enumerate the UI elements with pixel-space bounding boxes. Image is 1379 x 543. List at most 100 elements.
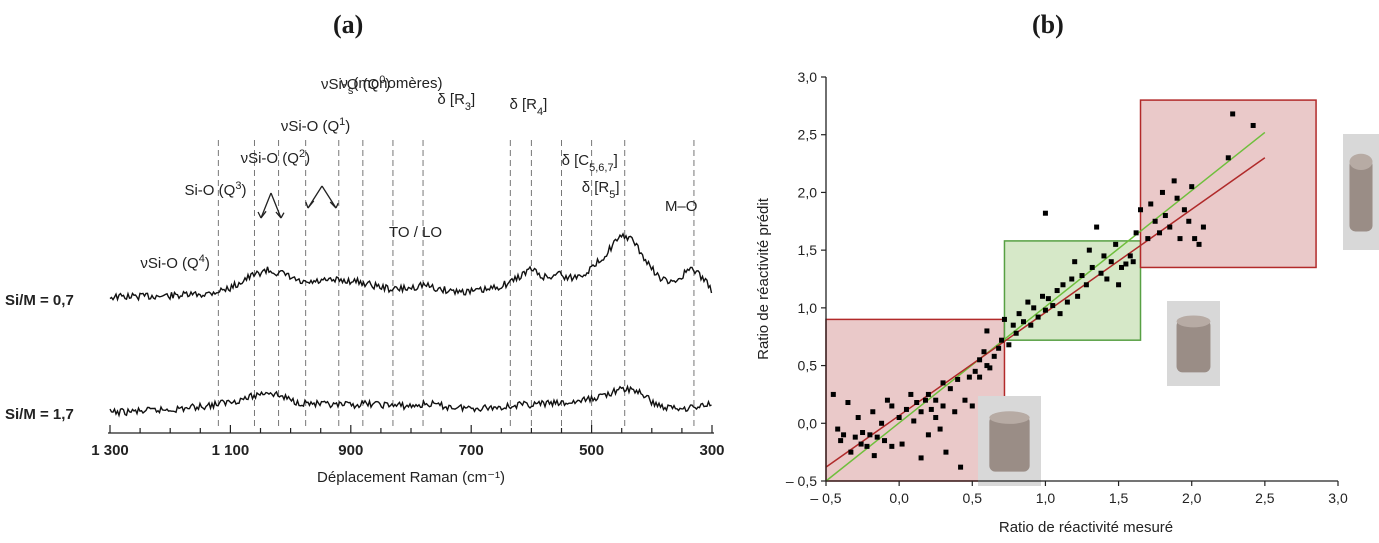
data-point xyxy=(908,391,914,397)
data-point xyxy=(1054,288,1060,294)
data-point xyxy=(855,415,861,421)
fit-line xyxy=(825,131,1266,482)
data-point xyxy=(933,397,939,403)
data-point xyxy=(940,403,946,409)
data-point xyxy=(1133,230,1139,236)
data-point xyxy=(838,438,844,444)
x-tick-label: 300 xyxy=(699,442,724,459)
y-tick-label: 1,5 xyxy=(798,242,818,258)
data-point xyxy=(1152,218,1158,224)
data-point xyxy=(874,434,880,440)
data-point xyxy=(1159,189,1165,195)
data-point xyxy=(1181,207,1187,213)
data-point xyxy=(996,345,1002,351)
peak-annotation: δ [C5,6,7] xyxy=(562,152,618,174)
x-tick-label: 0,5 xyxy=(963,490,983,506)
arrow-head-icon xyxy=(257,210,267,219)
data-point xyxy=(947,386,953,392)
data-point xyxy=(1072,259,1078,265)
data-point xyxy=(918,409,924,415)
data-point xyxy=(999,337,1005,343)
data-point xyxy=(1031,305,1037,311)
data-point xyxy=(1057,311,1063,317)
data-point xyxy=(925,432,931,438)
data-point xyxy=(1196,241,1202,247)
data-point xyxy=(925,391,931,397)
peak-annotation: νs(monomères) xyxy=(340,75,442,97)
y-axis-label: Ratio de réactivité prédit xyxy=(755,197,772,360)
peak-annotation: νSi-O (Q1) xyxy=(281,116,350,135)
data-point xyxy=(1045,296,1051,302)
data-point xyxy=(1064,299,1070,305)
data-point xyxy=(1138,207,1144,213)
data-point xyxy=(1162,213,1168,219)
y-tick-label: 0,0 xyxy=(798,415,818,431)
region-box xyxy=(1003,240,1142,341)
peak-annotation: δ [R4] xyxy=(510,96,548,118)
data-point xyxy=(852,434,858,440)
x-tick-label: 1 300 xyxy=(91,442,129,459)
data-point xyxy=(928,406,934,412)
data-point xyxy=(1042,307,1048,313)
data-point xyxy=(1230,111,1236,117)
data-point xyxy=(1094,224,1100,230)
data-point xyxy=(1035,314,1041,320)
data-point xyxy=(1060,282,1066,288)
data-point xyxy=(977,374,983,380)
peak-annotation: νSi-O (Q2) xyxy=(241,148,310,167)
data-point xyxy=(1171,178,1177,184)
panel-b-label: (b) xyxy=(1032,10,1064,39)
data-point xyxy=(981,349,987,355)
data-point xyxy=(1200,224,1206,230)
data-point xyxy=(1167,224,1173,230)
x-tick-label: 3,0 xyxy=(1328,490,1348,506)
arrow-head-icon xyxy=(305,200,315,209)
data-point xyxy=(899,441,905,447)
data-point xyxy=(955,376,961,382)
x-tick-label: 900 xyxy=(338,442,363,459)
data-point xyxy=(969,403,975,409)
panel-a-label: (a) xyxy=(333,10,364,39)
data-point xyxy=(1042,210,1048,216)
data-point xyxy=(1040,293,1046,299)
sample-top xyxy=(1176,315,1211,328)
data-point xyxy=(1101,253,1107,259)
data-point xyxy=(1010,322,1016,328)
data-point xyxy=(977,357,983,363)
data-point xyxy=(1050,303,1056,309)
data-point xyxy=(1116,282,1122,288)
x-tick-label: 500 xyxy=(579,442,604,459)
data-point xyxy=(858,441,864,447)
x-tick-label: 1,0 xyxy=(1036,490,1056,506)
peak-annotation: δ [R5] xyxy=(582,179,620,201)
series-label: Si/M = 1,7 xyxy=(5,406,74,423)
data-point xyxy=(903,406,909,412)
x-tick-label: 1,5 xyxy=(1109,490,1129,506)
data-point xyxy=(1079,273,1085,279)
data-point xyxy=(1225,155,1231,161)
data-point xyxy=(943,449,949,455)
x-tick-label: 2,0 xyxy=(1182,490,1202,506)
arrow-head-icon xyxy=(329,201,339,209)
data-point xyxy=(962,397,968,403)
data-point xyxy=(1130,259,1136,265)
data-point xyxy=(1086,247,1092,253)
peak-annotation: Si-O (Q3) xyxy=(184,180,246,199)
data-point xyxy=(871,453,877,459)
data-point xyxy=(882,438,888,444)
data-point xyxy=(991,353,997,359)
series-label: Si/M = 0,7 xyxy=(5,292,74,309)
data-point xyxy=(940,380,946,386)
data-point xyxy=(933,415,939,421)
data-point xyxy=(1148,201,1154,207)
data-point xyxy=(1192,236,1198,242)
data-point xyxy=(830,391,836,397)
sample-cylinder xyxy=(1349,159,1373,232)
data-point xyxy=(937,426,943,432)
data-point xyxy=(860,430,866,436)
data-point xyxy=(879,420,885,426)
data-point xyxy=(911,418,917,424)
spectrum-line xyxy=(109,232,713,302)
arrow-icon xyxy=(321,185,337,209)
